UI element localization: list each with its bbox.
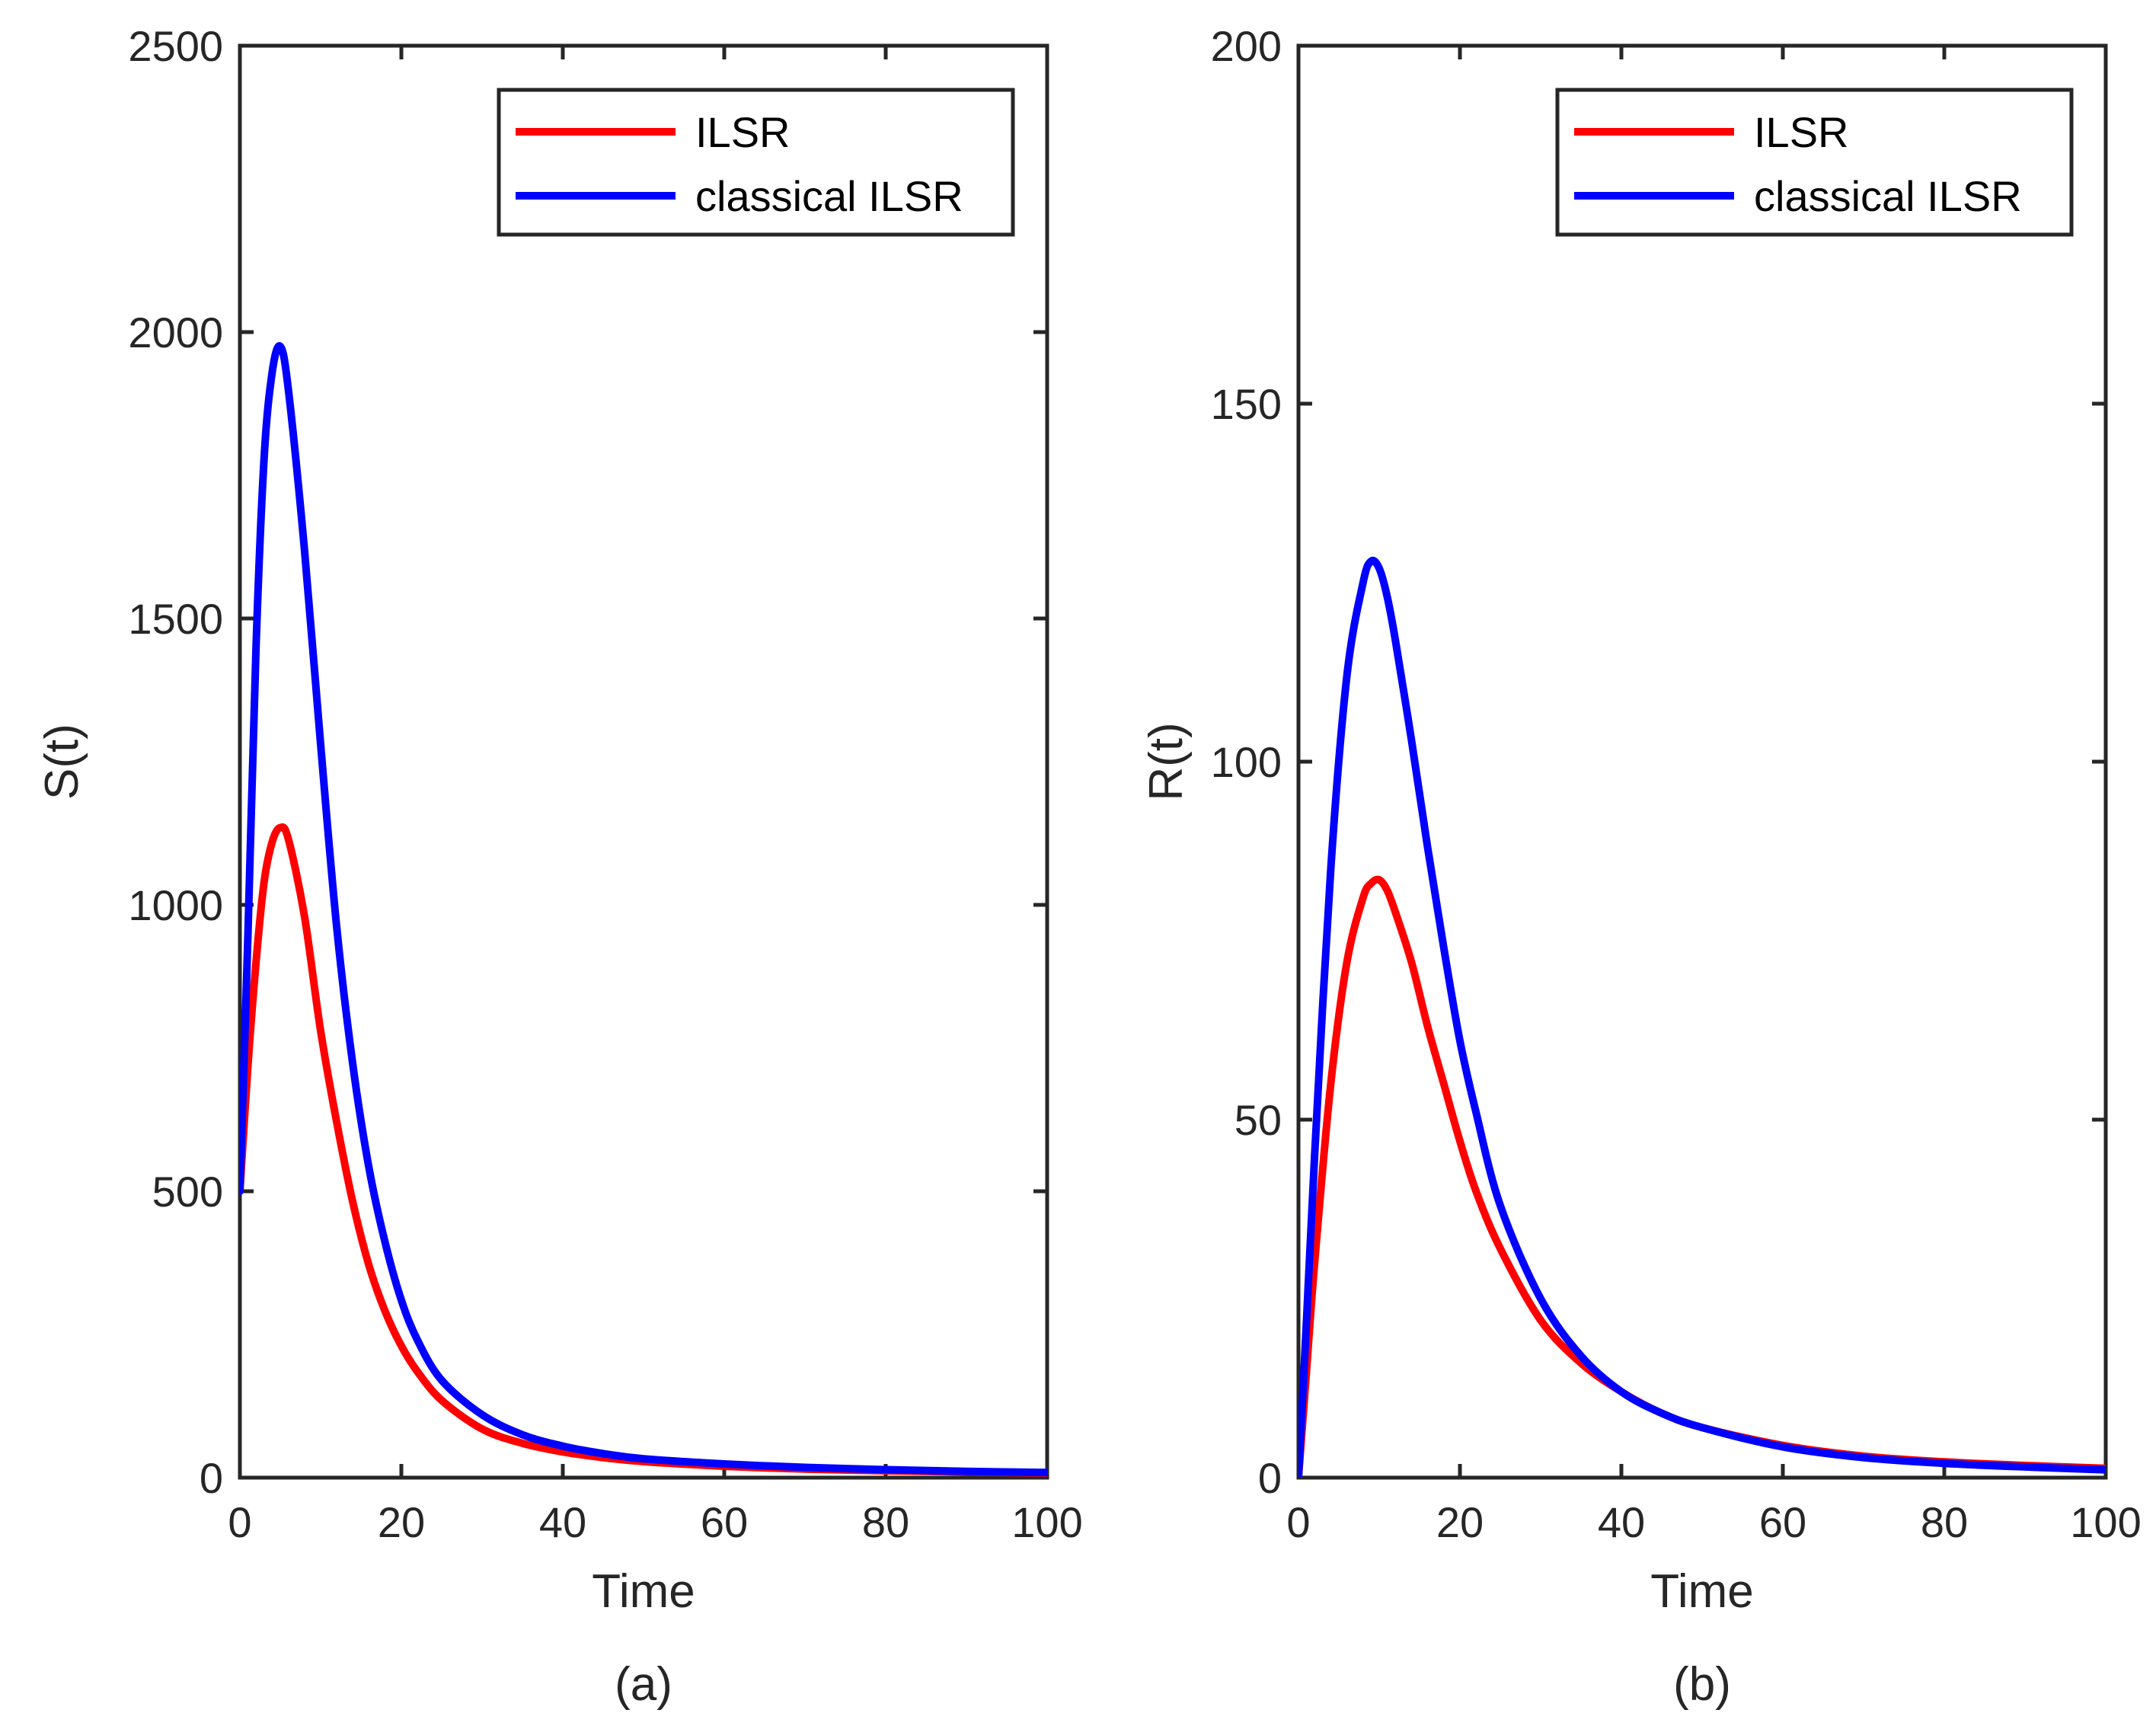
series-line-classical-ilsr-b <box>1298 556 2106 1478</box>
x-tick-label-a: 60 <box>701 1498 748 1546</box>
y-tick-label-a: 1500 <box>128 595 223 643</box>
x-tick-label-a: 100 <box>1011 1498 1082 1546</box>
panel-caption-b: (b) <box>1673 1658 1731 1711</box>
legend-label-classical-ilsr-a: classical ILSR <box>695 172 963 220</box>
series-line-ilsr-b <box>1298 875 2106 1478</box>
x-tick-label-b: 40 <box>1598 1498 1645 1546</box>
y-tick-label-a: 500 <box>152 1168 223 1216</box>
x-tick-label-a: 0 <box>228 1498 251 1546</box>
panel-a: 0 20 40 60 80 10005001000150020002500ILSRclas… <box>36 22 1083 1711</box>
y-tick-label-b: 100 <box>1211 738 1282 786</box>
x-axis-title-a: Time <box>592 1565 695 1618</box>
y-axis-title-a: S(t) <box>36 724 88 800</box>
legend-label-classical-ilsr-b: classical ILSR <box>1754 172 2022 220</box>
legend-a: ILSR classical ILSR <box>497 88 1015 237</box>
x-tick-label-a: 80 <box>862 1498 909 1546</box>
panel-caption-a: (a) <box>615 1658 672 1711</box>
legend-box-b <box>1555 88 2074 237</box>
y-tick-label-a: 0 <box>200 1454 223 1502</box>
x-tick-label-a: 20 <box>378 1498 425 1546</box>
x-tick-label-b: 20 <box>1436 1498 1484 1546</box>
axes-box-b <box>1296 43 2108 1480</box>
series-line-classical-ilsr-a <box>240 342 1047 1477</box>
axes-box-a <box>238 43 1049 1480</box>
y-tick-label-b: 200 <box>1211 22 1282 70</box>
y-tick-label-b: 0 <box>1258 1454 1282 1502</box>
y-tick-label-b: 50 <box>1235 1096 1282 1144</box>
series-line-ilsr-a <box>240 823 1047 1477</box>
y-tick-label-b: 150 <box>1211 380 1282 428</box>
x-tick-label-b: 80 <box>1921 1498 1968 1546</box>
y-tick-label-a: 2000 <box>128 308 223 356</box>
legend-box-a <box>497 88 1015 237</box>
y-tick-label-a: 2500 <box>128 22 223 70</box>
x-tick-label-a: 40 <box>539 1498 586 1546</box>
legend-label-ilsr-b: ILSR <box>1754 108 1849 156</box>
x-tick-label-b: 0 <box>1286 1498 1310 1546</box>
legend-b: ILSR classical ILSR <box>1555 88 2074 237</box>
legend-label-ilsr-a: ILSR <box>695 108 791 156</box>
x-axis-title-b: Time <box>1650 1565 1753 1618</box>
panel-b: 0 20 40 60 80 100 0 50 100 150 200 ILSR classical IL… <box>1140 22 2142 1711</box>
y-tick-label-a: 1000 <box>128 881 223 929</box>
y-axis-title-b: R(t) <box>1140 722 1193 801</box>
x-tick-label-b: 100 <box>2070 1498 2141 1546</box>
x-tick-label-b: 60 <box>1759 1498 1806 1546</box>
